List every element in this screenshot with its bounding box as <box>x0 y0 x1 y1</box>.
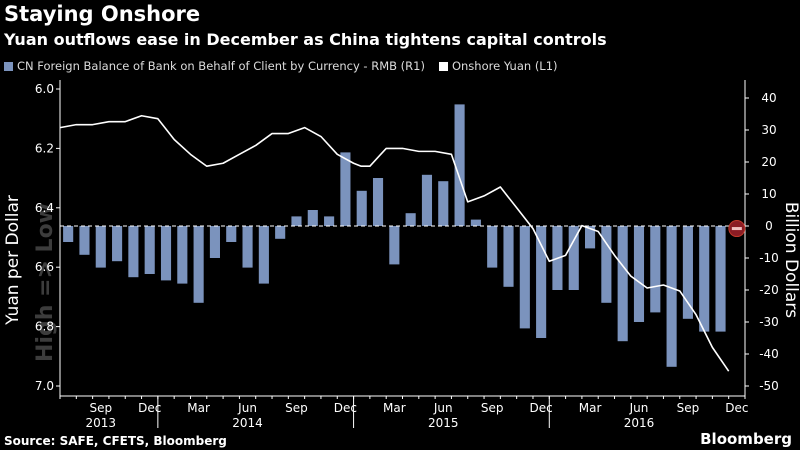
brand-logo: Bloomberg <box>700 430 792 448</box>
bar-2016-09 <box>682 226 693 319</box>
bar-2016-11 <box>715 226 726 332</box>
x-tick-label: Dec <box>530 401 553 415</box>
bar-2016-02 <box>568 226 579 290</box>
right-tick-label: -40 <box>759 347 779 361</box>
x-tick-label: Jun <box>433 401 453 415</box>
axes <box>56 80 749 428</box>
watermark-group: High => Low <box>33 203 58 362</box>
bar-2016-07 <box>650 226 661 313</box>
left-tick-label: 6.6 <box>35 260 54 274</box>
chart-subtitle: Yuan outflows ease in December as China … <box>4 30 607 49</box>
x-tick-label: Jun <box>237 401 257 415</box>
x-year-label: 2013 <box>86 416 117 430</box>
bar-2014-01 <box>160 226 172 281</box>
bar-2014-06 <box>242 226 253 268</box>
bar-2016-05 <box>617 226 628 342</box>
x-tick-label: Mar <box>579 401 602 415</box>
bar-2016-10 <box>699 226 710 332</box>
bar-2014-07 <box>258 226 269 284</box>
bar-2014-03 <box>193 226 204 303</box>
x-tick-label: Dec <box>725 401 748 415</box>
bar-2014-04 <box>209 226 220 258</box>
x-year-label: 2014 <box>232 416 263 430</box>
legend-label-line: Onshore Yuan (L1) <box>451 59 558 73</box>
bar-2013-07 <box>63 226 74 242</box>
legend-swatch-bars <box>4 61 13 71</box>
onshore-yuan-line <box>59 114 730 372</box>
line-series-group <box>59 114 746 372</box>
bar-2013-10 <box>112 226 123 262</box>
right-tick-label: -20 <box>759 283 779 297</box>
right-tick-label: -50 <box>759 379 779 393</box>
bar-series <box>63 104 742 367</box>
axis-labels: 6.0 6.2 6.4 6.6 6.8 7.0 40 30 20 10 0 -10 -20 -30 -40 -… <box>3 82 800 430</box>
bar-2015-07 <box>454 104 465 226</box>
bar-2014-08 <box>275 226 286 239</box>
right-tick-label: -10 <box>759 251 779 265</box>
latest-value-marker-dash <box>731 227 742 231</box>
bar-2015-11 <box>519 226 530 329</box>
right-axis-title: Billion Dollars <box>781 202 800 318</box>
x-tick-label: Mar <box>187 401 210 415</box>
x-tick-label: Dec <box>334 401 357 415</box>
bar-2015-02 <box>372 178 384 226</box>
right-tick-label: 30 <box>761 123 776 137</box>
bar-2013-11 <box>128 226 139 278</box>
bar-2016-08 <box>666 226 677 367</box>
chart-legend: CN Foreign Balance of Bank on Behalf of … <box>4 58 572 74</box>
bar-2014-12 <box>340 152 351 226</box>
left-tick-label: 7.0 <box>35 379 54 393</box>
bar-2014-10 <box>307 210 318 226</box>
left-tick-label: 6.0 <box>35 82 54 96</box>
left-tick-label: 6.8 <box>35 320 54 334</box>
x-tick-label: Sep <box>89 401 112 415</box>
bar-2014-05 <box>226 226 237 242</box>
bar-2016-06 <box>633 226 645 322</box>
left-axis-title: Yuan per Dollar <box>3 195 23 326</box>
bar-2015-12 <box>536 226 547 338</box>
legend-swatch-line <box>438 61 448 71</box>
bar-2015-01 <box>356 190 367 226</box>
right-tick-label: 40 <box>761 91 776 105</box>
bar-2014-11 <box>324 216 335 226</box>
right-tick-label: 0 <box>765 219 773 233</box>
right-tick-label: 10 <box>761 187 776 201</box>
left-tick-label: 6.2 <box>35 141 54 155</box>
right-tick-label: -30 <box>759 315 779 329</box>
bar-2015-06 <box>438 181 449 226</box>
chart-title: Staying Onshore <box>4 2 201 26</box>
legend-item-bars: CN Foreign Balance of Bank on Behalf of … <box>4 59 425 73</box>
x-tick-label: Sep <box>677 401 700 415</box>
bar-2015-08 <box>470 219 481 226</box>
bar-2015-03 <box>389 226 400 265</box>
x-tick-label: Sep <box>481 401 504 415</box>
bar-2014-09 <box>291 216 302 226</box>
bar-2016-04 <box>601 226 612 303</box>
x-year-label: 2015 <box>428 416 459 430</box>
left-tick-label: 6.4 <box>35 201 54 215</box>
right-tick-label: 20 <box>761 155 776 169</box>
x-tick-label: Mar <box>383 401 406 415</box>
bar-2013-12 <box>144 226 155 274</box>
source-note: Source: SAFE, CFETS, Bloomberg <box>4 434 227 448</box>
x-tick-label: Jun <box>629 401 649 415</box>
x-year-label: 2016 <box>624 416 655 430</box>
bar-2014-02 <box>177 226 188 284</box>
bar-2015-09 <box>487 226 498 268</box>
bar-2013-08 <box>79 226 90 255</box>
bar-2016-03 <box>585 226 596 249</box>
bar-2015-10 <box>503 226 514 287</box>
bar-2015-05 <box>421 174 433 226</box>
legend-label-bars: CN Foreign Balance of Bank on Behalf of … <box>17 59 425 73</box>
bar-2013-09 <box>95 226 106 268</box>
legend-item-line: Onshore Yuan (L1) <box>438 59 558 73</box>
x-tick-label: Dec <box>138 401 161 415</box>
bar-2015-04 <box>405 213 416 226</box>
watermark-text: High => Low <box>33 203 58 362</box>
x-tick-label: Sep <box>285 401 308 415</box>
